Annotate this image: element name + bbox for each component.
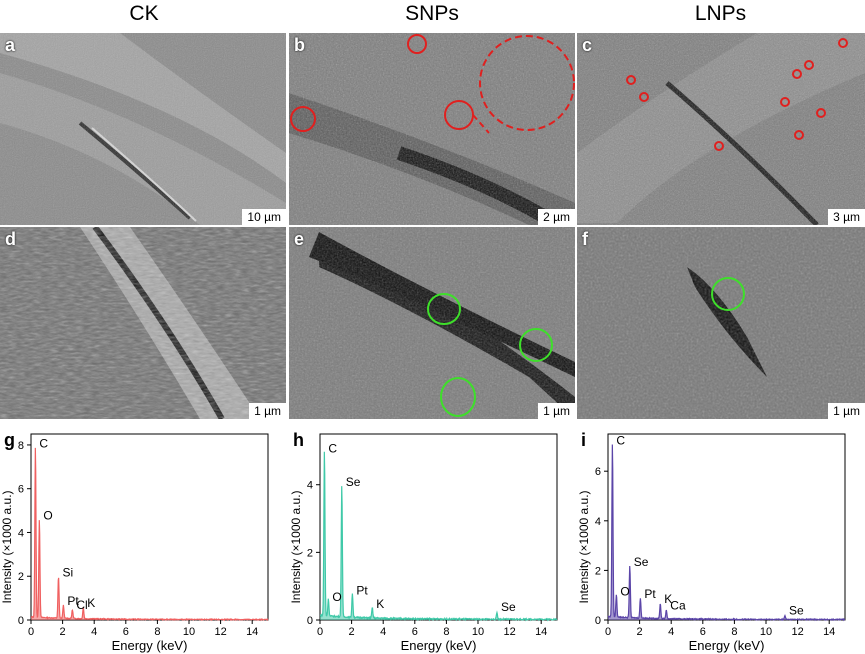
green-marker (427, 293, 553, 417)
sem-panel-c: c 3 µm (577, 33, 865, 225)
y-tick-label: 0 (307, 615, 313, 627)
x-tick-label: 0 (605, 626, 611, 638)
scale-bar: 1 µm (538, 403, 575, 419)
spectrum-line (30, 447, 269, 622)
x-tick-label: 6 (700, 626, 706, 638)
x-tick-label: 4 (91, 626, 97, 638)
peak-label: Se (501, 600, 516, 614)
x-tick-label: 10 (760, 626, 772, 638)
x-tick-label: 0 (28, 626, 34, 638)
y-axis-title: Intensity (×1000 a.u.) (0, 490, 14, 603)
x-tick-label: 14 (535, 626, 547, 638)
peak-label: C (39, 436, 48, 450)
x-tick-label: 2 (60, 626, 66, 638)
panel-label: a (5, 35, 16, 55)
panel-label: i (581, 430, 586, 450)
sem-panel-b: b 2 µm (289, 33, 575, 225)
x-tick-label: 8 (443, 626, 449, 638)
panel-label: e (294, 229, 305, 249)
x-axis-title: Energy (keV) (689, 638, 765, 653)
eds-spectrum-i: 0 2 4 6 8 10 12 14 0 2 4 6 Energy (keV) Intensity (×1… (577, 426, 865, 654)
panel-label: f (582, 229, 588, 249)
y-tick-label: 6 (18, 484, 24, 496)
y-axis-title: Intensity (×1000 a.u.) (289, 490, 303, 603)
scale-bar: 3 µm (828, 209, 865, 225)
x-tick-label: 8 (731, 626, 737, 638)
x-tick-label: 8 (154, 626, 160, 638)
panel-label: h (293, 430, 304, 450)
peak-label: O (43, 509, 52, 523)
x-tick-label: 10 (472, 626, 484, 638)
x-tick-label: 4 (380, 626, 386, 638)
x-tick-label: 0 (317, 626, 323, 638)
spectrum-chart: 0 2 4 6 8 10 12 14 0 2 4 Energy (keV) Intensity (×10… (289, 430, 558, 653)
x-tick-label: 6 (412, 626, 418, 638)
eds-spectrum-g: 0 2 4 6 8 10 12 14 0 2 4 6 8 Energy (keV) Intensity (×… (0, 426, 288, 654)
green-marker (711, 277, 745, 311)
scale-bar: 1 µm (249, 403, 286, 419)
x-axis-title: Energy (keV) (401, 638, 477, 653)
x-tick-label: 12 (214, 626, 226, 638)
peak-label: Ca (670, 598, 686, 612)
peak-label: K (664, 592, 672, 606)
peak-label: K (87, 596, 95, 610)
peak-label: Pt (644, 587, 656, 601)
y-axis-title: Intensity (×1000 a.u.) (577, 490, 591, 603)
peak-label: Se (346, 475, 361, 489)
peak-label: Si (62, 565, 73, 579)
scale-bar: 1 µm (828, 403, 865, 419)
x-tick-label: 12 (791, 626, 803, 638)
sem-panel-a: a 10 µm (0, 33, 286, 225)
y-tick-label: 2 (18, 571, 24, 583)
x-tick-label: 10 (183, 626, 195, 638)
y-tick-label: 6 (595, 466, 601, 478)
column-title-lnps: LNPs (694, 2, 747, 25)
column-title-snps: SNPs (405, 2, 459, 25)
x-tick-label: 2 (349, 626, 355, 638)
plot-frame (30, 433, 269, 621)
spectrum-line (607, 444, 846, 622)
red-marker (626, 38, 848, 151)
peak-label: O (332, 590, 341, 604)
scale-bar: 10 µm (242, 209, 286, 225)
y-tick-label: 0 (595, 615, 601, 627)
sem-panel-e: e 1 µm (289, 227, 575, 419)
y-tick-label: 4 (595, 516, 601, 528)
peak-label: K (376, 597, 384, 611)
peak-label: Pt (356, 583, 368, 597)
x-tick-label: 14 (246, 626, 258, 638)
panel-label: g (4, 430, 15, 450)
x-tick-label: 4 (668, 626, 674, 638)
y-tick-label: 4 (307, 480, 313, 492)
sem-panel-f: f 1 µm (577, 227, 865, 419)
y-tick-label: 4 (18, 527, 24, 539)
peak-label: Cl (76, 598, 87, 612)
column-title-ck: CK (129, 2, 159, 25)
scale-bar: 2 µm (538, 209, 575, 225)
panel-label: b (294, 35, 305, 55)
x-tick-label: 6 (123, 626, 129, 638)
y-tick-label: 0 (18, 615, 24, 627)
x-tick-label: 2 (637, 626, 643, 638)
x-axis-title: Energy (keV) (112, 638, 188, 653)
peak-label: Pt (67, 594, 79, 608)
y-tick-label: 2 (595, 565, 601, 577)
peak-label: Se (634, 555, 649, 569)
x-tick-label: 12 (503, 626, 515, 638)
panel-label: c (582, 35, 593, 55)
peak-label: C (616, 433, 625, 447)
peak-label: C (328, 441, 337, 455)
y-tick-label: 2 (307, 547, 313, 559)
eds-spectrum-h: 0 2 4 6 8 10 12 14 0 2 4 Energy (keV) Intensity (×10… (289, 426, 577, 654)
peak-label: O (620, 585, 629, 599)
x-tick-label: 14 (823, 626, 835, 638)
peak-label: Se (789, 603, 804, 617)
sem-panel-d: d 1 µm (0, 227, 286, 419)
red-marker (290, 34, 575, 132)
y-tick-label: 8 (18, 440, 24, 452)
spectrum-line (319, 451, 558, 622)
panel-label: d (5, 229, 16, 249)
